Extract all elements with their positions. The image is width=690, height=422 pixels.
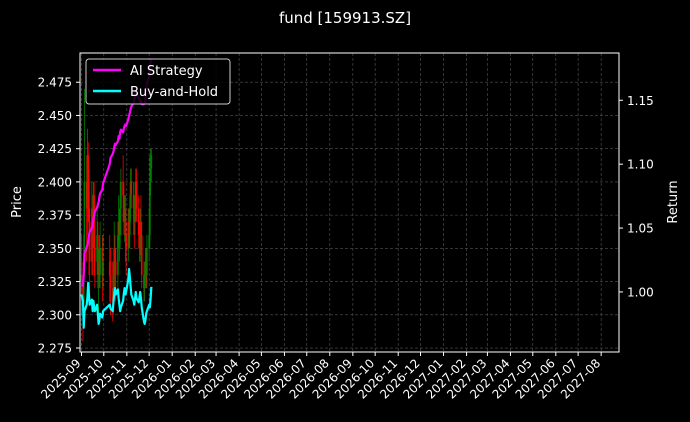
candle-body (150, 155, 153, 169)
y-left-tick-label: 2.325 (38, 275, 72, 289)
legend-label-buy-and-hold: Buy-and-Hold (130, 85, 218, 100)
candle-body (109, 274, 112, 289)
candlestick (83, 88, 86, 275)
y-right-axis-ticks: 1.00 1.05 1.10 1.15 (619, 94, 654, 299)
candle-body (97, 235, 99, 275)
candle-body (114, 248, 116, 262)
candle-body (130, 181, 133, 196)
candle-body (108, 261, 111, 275)
y-right-axis-label: Return (666, 180, 681, 223)
candle-body (148, 235, 150, 249)
candle-body (140, 235, 143, 275)
candle-body (94, 248, 96, 262)
candle-body (124, 208, 127, 236)
candle-body (117, 235, 119, 275)
candlestick (124, 195, 127, 262)
candle-body (112, 274, 115, 302)
y-right-tick-label: 1.00 (627, 285, 654, 299)
y-left-axis-ticks: 2.275 2.300 2.325 2.350 2.375 2.400 2.425 2.450… (38, 76, 80, 356)
candlestick (99, 221, 101, 289)
candle-body (149, 168, 152, 182)
candlestick (135, 168, 138, 222)
candle-body (83, 181, 86, 262)
candlestick (108, 235, 111, 302)
candle-body (149, 181, 151, 236)
candle-body (114, 261, 117, 275)
candle-body (120, 181, 122, 209)
candlestick (80, 235, 83, 315)
plot-frame (79, 52, 620, 353)
candlestick (102, 235, 104, 289)
candlestick (125, 221, 127, 275)
candle-body (99, 248, 101, 275)
candle-body (87, 155, 89, 182)
candle-body (135, 181, 138, 209)
y-left-tick-label: 2.300 (38, 308, 72, 322)
candlestick (150, 148, 153, 182)
candlestick (109, 248, 112, 315)
candle-body (80, 274, 83, 282)
candle-body (129, 208, 131, 236)
candlestick (140, 221, 143, 289)
y-left-tick-label: 2.375 (38, 209, 72, 223)
y-right-tick-label: 1.10 (627, 158, 654, 172)
y-left-tick-label: 2.400 (38, 175, 72, 189)
candle-body (146, 248, 148, 275)
y-right-tick-label: 1.15 (627, 94, 654, 108)
legend-label-ai-strategy: AI Strategy (130, 64, 203, 79)
candle-body (140, 221, 142, 236)
candle-body (143, 274, 146, 289)
candlestick (120, 168, 122, 236)
candlestick (97, 221, 99, 289)
candle-body (93, 195, 95, 249)
legend-box (85, 58, 231, 105)
candle-body (125, 235, 127, 249)
y-left-tick-label: 2.425 (38, 142, 72, 156)
candle-body (137, 208, 140, 236)
y-left-tick-label: 2.475 (38, 76, 72, 90)
series-line-buy-and-hold (80, 267, 153, 329)
candle-body (88, 181, 90, 222)
candlestick (146, 235, 148, 289)
y-left-tick-label: 2.350 (38, 242, 72, 256)
candle-body (132, 195, 135, 209)
legend: AI Strategy Buy-and-Hold (85, 58, 231, 105)
chart-title: fund [159913.SZ] (279, 9, 411, 27)
candle-body (88, 221, 91, 262)
y-left-tick-label: 2.275 (38, 342, 72, 356)
y-left-axis-label: Price (10, 186, 25, 218)
y-right-tick-label: 1.05 (627, 222, 654, 236)
candle-body (122, 181, 124, 196)
y-left-tick-label: 2.450 (38, 109, 72, 123)
candle-body (102, 261, 104, 275)
candlestick (130, 168, 133, 209)
candlestick (94, 221, 96, 289)
candle-body (134, 195, 136, 222)
candle-body (119, 208, 121, 236)
candlestick (88, 208, 91, 302)
